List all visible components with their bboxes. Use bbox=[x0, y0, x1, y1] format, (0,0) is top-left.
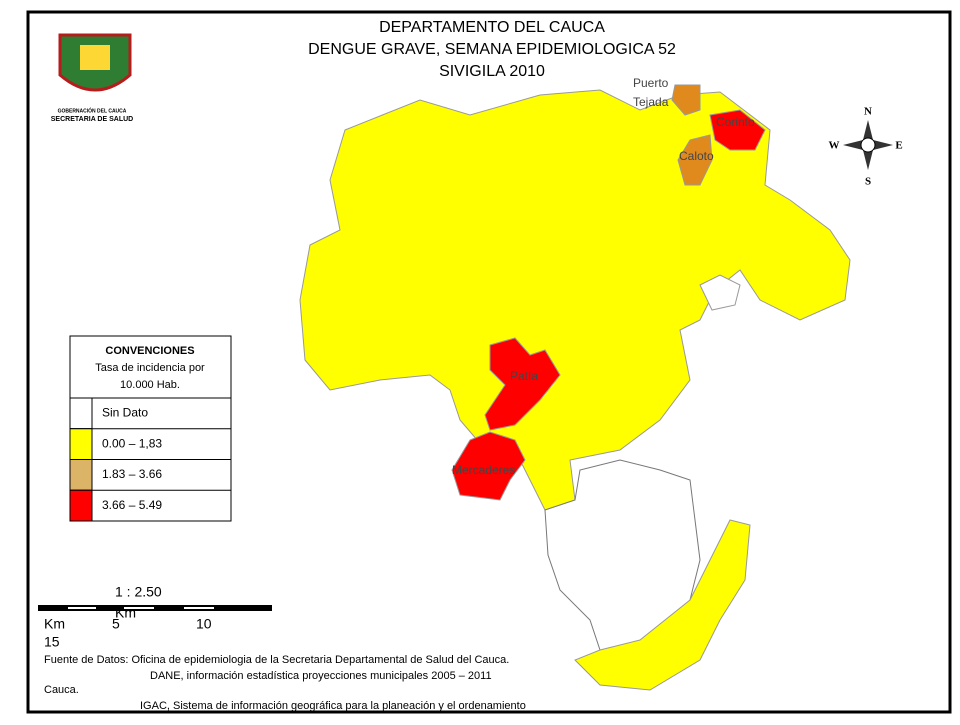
logo-text: SECRETARIA DE SALUD bbox=[51, 116, 133, 123]
legend-label: 0.00 – 1,83 bbox=[102, 436, 162, 450]
scale-tick: 5 bbox=[112, 616, 120, 632]
scale-segment bbox=[124, 607, 154, 609]
scale-segment bbox=[184, 607, 214, 609]
compass-label: W bbox=[829, 140, 840, 152]
legend: CONVENCIONES Tasa de incidencia por 10.0… bbox=[69, 335, 232, 522]
map-label: Tejada bbox=[633, 95, 669, 109]
map-label: Patía bbox=[510, 369, 538, 383]
compass-center bbox=[860, 137, 876, 153]
title-line: DENGUE GRAVE, SEMANA EPIDEMIOLOGICA 52 bbox=[308, 41, 676, 58]
compass: N S E W bbox=[829, 106, 903, 188]
logo-text: GOBERNACIÓN DEL CAUCA bbox=[58, 106, 127, 114]
compass-label: N bbox=[864, 106, 872, 118]
legend-label: Sin Dato bbox=[102, 406, 148, 420]
region-caloto bbox=[677, 134, 713, 186]
map-label: Puerto bbox=[633, 76, 669, 90]
region-puerto-tejada bbox=[671, 84, 701, 116]
legend-title: CONVENCIONES bbox=[105, 345, 194, 357]
scale-tick: 10 bbox=[196, 616, 212, 632]
scale-tick: 15 bbox=[44, 634, 60, 650]
region-corinto bbox=[709, 109, 766, 151]
region-mercaderes bbox=[451, 431, 526, 501]
map-labels: Puerto Tejada Corinto Caloto Patía Merca… bbox=[452, 76, 755, 477]
source-line: Fuente de Datos: Oficina de epidemiologi… bbox=[44, 654, 509, 666]
scale-bar-base bbox=[38, 605, 272, 611]
scale-ratio: 1 : 2.50 bbox=[115, 584, 162, 600]
compass-label: E bbox=[895, 140, 902, 152]
source: Fuente de Datos: Oficina de epidemiologi… bbox=[44, 654, 526, 712]
scale-segment bbox=[68, 607, 96, 609]
source-line: DANE, información estadística proyeccion… bbox=[150, 670, 492, 682]
logo: GOBERNACIÓN DEL CAUCA SECRETARIA DE SALU… bbox=[51, 33, 133, 123]
legend-swatch bbox=[69, 428, 93, 460]
logo-inner bbox=[80, 45, 110, 70]
region-patia bbox=[484, 337, 561, 431]
legend-label: 1.83 – 3.66 bbox=[102, 467, 162, 481]
legend-label: 3.66 – 5.49 bbox=[102, 498, 162, 512]
region-white-hole bbox=[699, 274, 741, 311]
legend-swatch bbox=[69, 459, 93, 491]
title-line: DEPARTAMENTO DEL CAUCA bbox=[379, 19, 605, 36]
map-label: Mercaderes bbox=[452, 463, 515, 477]
scale-unit: Km bbox=[44, 616, 65, 632]
title: DEPARTAMENTO DEL CAUCA DENGUE GRAVE, SEM… bbox=[308, 19, 676, 80]
region-yellow-south bbox=[574, 519, 751, 691]
map bbox=[299, 84, 851, 691]
legend-swatch bbox=[69, 489, 93, 522]
source-line: IGAC, Sistema de información geográfica … bbox=[140, 700, 526, 712]
source-line: Cauca. bbox=[44, 684, 79, 696]
legend-subtitle: 10.000 Hab. bbox=[120, 379, 180, 391]
map-label: Corinto bbox=[716, 115, 755, 129]
compass-label: S bbox=[865, 176, 871, 188]
map-label: Caloto bbox=[679, 149, 714, 163]
title-line: SIVIGILA 2010 bbox=[439, 63, 545, 80]
legend-swatch bbox=[69, 397, 93, 430]
legend-subtitle: Tasa de incidencia por bbox=[95, 362, 205, 374]
scale-bar: 1 : 2.50 Km Km 5 10 15 bbox=[38, 584, 272, 650]
